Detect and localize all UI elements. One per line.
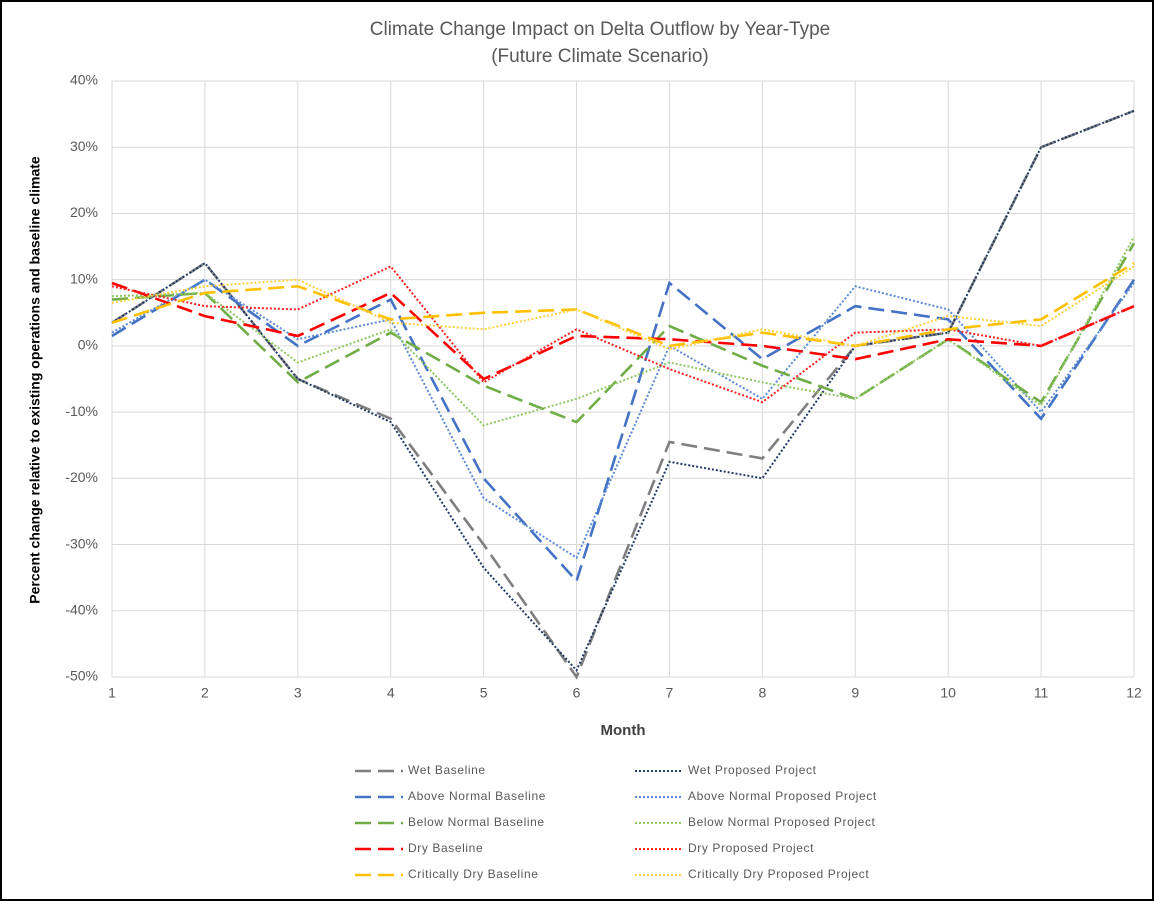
series-line — [111, 261, 1135, 348]
y-tick-label: 20% — [70, 204, 98, 220]
x-tick-label: 7 — [666, 685, 674, 701]
x-tick-label: 3 — [294, 685, 302, 701]
legend-label: Below Normal Baseline — [408, 815, 545, 829]
x-axis-label: Month — [601, 722, 646, 739]
legend-label: Dry Baseline — [408, 841, 483, 855]
series-line — [111, 109, 1135, 673]
series-line — [111, 265, 1135, 351]
legend-label: Critically Dry Proposed Project — [688, 867, 869, 881]
y-axis-label: Percent change relative to existing oper… — [27, 156, 43, 604]
legend-label: Critically Dry Baseline — [408, 867, 539, 881]
chart-subtitle: (Future Climate Scenario) — [491, 46, 709, 67]
x-tick-label: 12 — [1126, 685, 1142, 701]
series-line — [111, 278, 1136, 584]
x-tick-label: 10 — [940, 685, 956, 701]
x-tick-label: 4 — [387, 685, 395, 701]
legend-label: Below Normal Proposed Project — [688, 815, 876, 829]
x-tick-label: 9 — [851, 685, 859, 701]
series-line — [111, 236, 1135, 427]
x-tick-label: 1 — [108, 685, 116, 701]
y-tick-label: -50% — [65, 668, 98, 684]
legend-label: Wet Proposed Project — [688, 763, 817, 777]
x-tick-label: 8 — [758, 685, 766, 701]
series-line — [111, 265, 1135, 404]
x-tick-label: 6 — [573, 685, 581, 701]
chart-title: Climate Change Impact on Delta Outflow b… — [370, 19, 830, 40]
legend-label: Above Normal Proposed Project — [688, 789, 877, 803]
y-tick-label: 0% — [78, 337, 98, 353]
legend-label: Dry Proposed Project — [688, 841, 814, 855]
x-tick-label: 11 — [1034, 685, 1049, 701]
x-tick-label: 2 — [201, 685, 209, 701]
y-tick-label: -10% — [65, 403, 98, 419]
legend-label: Above Normal Baseline — [408, 789, 546, 803]
y-tick-label: -40% — [65, 601, 98, 617]
x-tick-label: 5 — [480, 685, 488, 701]
y-tick-label: 10% — [70, 270, 98, 286]
y-tick-label: 30% — [70, 138, 98, 154]
y-tick-label: 40% — [70, 72, 98, 88]
y-tick-label: -30% — [65, 535, 98, 551]
legend-label: Wet Baseline — [408, 763, 486, 777]
y-tick-label: -20% — [65, 469, 98, 485]
